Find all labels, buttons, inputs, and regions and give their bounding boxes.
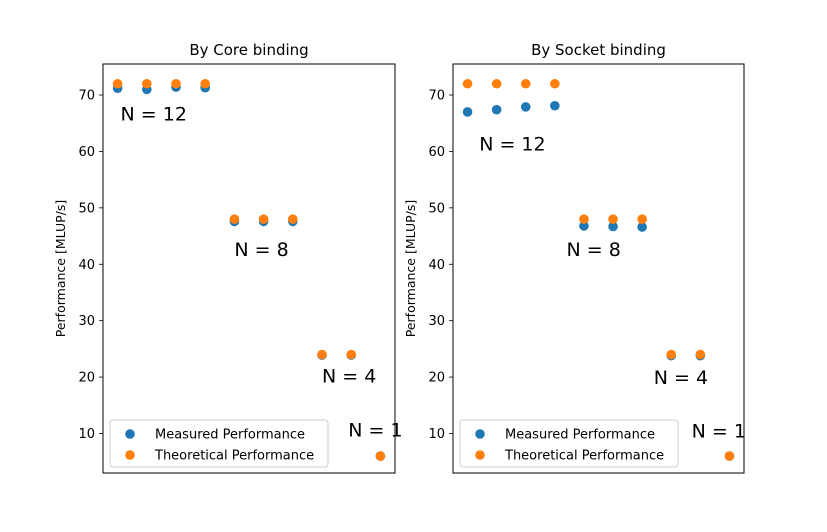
theoretical-point (462, 78, 473, 89)
theoretical-point (695, 349, 706, 360)
legend-entry-label: Measured Performance (505, 428, 655, 443)
theoretical-point (258, 214, 269, 224)
chart-title: By Socket binding (531, 41, 666, 59)
theoretical-point (171, 78, 181, 89)
theoretical-point (491, 78, 502, 89)
theoretical-point (229, 214, 240, 224)
measured-point (520, 102, 531, 112)
y-tick-label: 60 (78, 145, 95, 160)
theoretical-point (520, 78, 531, 89)
measured-point (579, 221, 589, 231)
y-tick-label: 20 (78, 371, 95, 386)
annotation-label: N = 8 (234, 239, 288, 261)
annotation-label: N = 12 (121, 103, 187, 125)
annotation-label: N = 1 (692, 420, 746, 442)
theoretical-point (724, 451, 735, 461)
theoretical-point (375, 451, 386, 461)
y-tick-label: 40 (428, 258, 445, 273)
measured-point (608, 221, 618, 232)
theoretical-point (346, 349, 357, 360)
theoretical-point (550, 78, 560, 89)
legend-entry-label: Measured Performance (155, 428, 305, 443)
legend-entry-label: Theoretical Performance (504, 449, 664, 464)
annotation-label: N = 12 (479, 133, 545, 155)
theoretical-point (317, 349, 327, 360)
theoretical-point (608, 214, 618, 224)
legend: Measured Performance Theoretical Performa… (109, 419, 329, 468)
chart-title: By Core binding (189, 41, 308, 59)
annotation-label: N = 8 (566, 239, 620, 261)
measured-point (637, 222, 647, 232)
y-tick-label: 40 (78, 258, 95, 273)
y-tick-label: 50 (78, 201, 95, 216)
y-axis-label: Performance [MLUP/s] (403, 200, 418, 337)
y-tick-label: 10 (428, 427, 445, 442)
y-tick-label: 30 (428, 314, 445, 329)
y-tick-label: 20 (428, 371, 445, 386)
theoretical-point (637, 214, 647, 224)
axes-frame (102, 63, 396, 474)
axes-frame (452, 63, 745, 474)
y-tick-label: 10 (78, 427, 95, 442)
legend: Measured Performance Theoretical Performa… (459, 419, 679, 468)
annotation-label: N = 1 (348, 419, 402, 441)
y-tick-label: 50 (428, 201, 445, 216)
annotation-label: N = 4 (654, 367, 708, 389)
legend-entry-label: Theoretical Performance (154, 449, 314, 464)
legend-marker (125, 429, 135, 439)
legend-marker (125, 450, 135, 460)
y-tick-label: 70 (428, 89, 445, 104)
legend-marker (475, 429, 485, 439)
theoretical-point (142, 78, 152, 89)
theoretical-point (288, 214, 298, 224)
annotation-label: N = 4 (322, 366, 376, 388)
legend-box (109, 419, 329, 468)
chart-panel-2: 10 20 30 40 50 60 70 Performance [MLUP/s] By Soc… (403, 41, 746, 474)
legend-marker (475, 450, 485, 460)
y-tick-label: 70 (78, 89, 95, 104)
y-axis-label: Performance [MLUP/s] (53, 200, 68, 337)
theoretical-point (200, 78, 210, 89)
theoretical-point (666, 349, 677, 360)
y-tick-label: 60 (428, 145, 445, 160)
theoretical-point (579, 214, 589, 224)
legend-box (459, 419, 679, 468)
measured-point (491, 104, 502, 115)
theoretical-point (112, 78, 123, 89)
measured-point (462, 107, 473, 117)
y-tick-label: 30 (78, 314, 95, 329)
chart-panel-1: 10 20 30 40 50 60 70 Performance [MLUP/s] By Cor… (53, 41, 403, 474)
measured-point (550, 100, 560, 111)
